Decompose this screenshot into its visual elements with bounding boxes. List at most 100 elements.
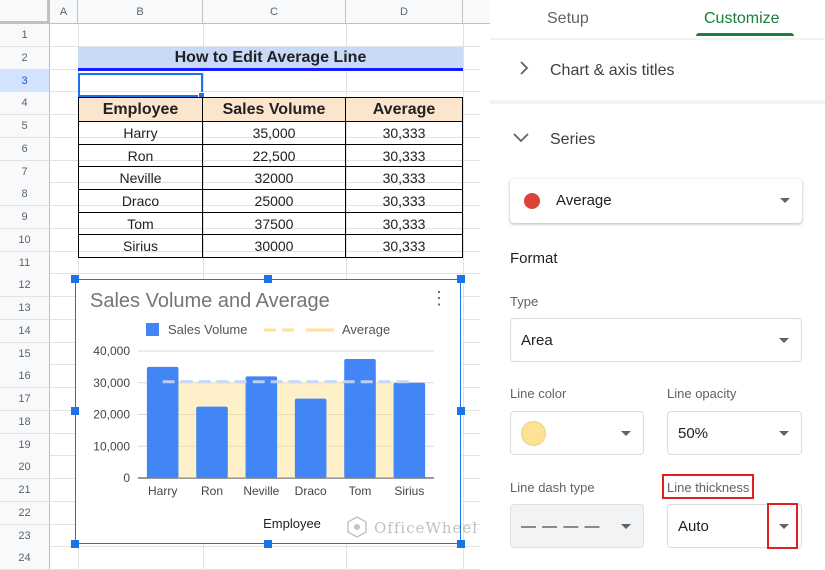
cell-average[interactable]: 30,333 bbox=[345, 143, 463, 168]
resize-handle[interactable] bbox=[457, 407, 465, 415]
cell-sales[interactable]: 30000 bbox=[202, 234, 346, 259]
series-color-dot bbox=[524, 193, 540, 209]
row-header-23[interactable]: 23 bbox=[0, 524, 50, 548]
resize-handle[interactable] bbox=[71, 540, 79, 548]
cell-employee[interactable]: Neville bbox=[78, 166, 203, 191]
cell-employee[interactable]: Harry bbox=[78, 121, 203, 145]
column-header-a[interactable]: A bbox=[50, 0, 78, 24]
table-row: Harry 35,000 30,333 bbox=[78, 121, 463, 145]
row-header-1[interactable]: 1 bbox=[0, 24, 50, 47]
header-average[interactable]: Average bbox=[345, 97, 463, 122]
line-thickness-select[interactable]: Auto bbox=[667, 504, 802, 548]
series-heading: Series bbox=[550, 131, 596, 148]
row-header-18[interactable]: 18 bbox=[0, 410, 50, 434]
officewheel-logo-icon bbox=[347, 516, 367, 538]
column-header-b[interactable]: B bbox=[78, 0, 203, 24]
column-header-e[interactable] bbox=[463, 0, 490, 24]
row-header-13[interactable]: 13 bbox=[0, 297, 50, 320]
row-header-2[interactable]: 2 bbox=[0, 46, 50, 70]
watermark-text: OfficeWheel bbox=[374, 519, 479, 537]
row-header-24[interactable]: 24 bbox=[0, 547, 50, 570]
cell-average[interactable]: 30,333 bbox=[345, 189, 463, 213]
row-header-4[interactable]: 4 bbox=[0, 92, 50, 116]
row-header-8[interactable]: 8 bbox=[0, 183, 50, 207]
sheet-corner[interactable] bbox=[0, 0, 50, 24]
cell-sales[interactable]: 22,500 bbox=[202, 143, 346, 168]
line-dash-select[interactable]: — — — — bbox=[510, 504, 644, 548]
cell-sales[interactable]: 32000 bbox=[202, 166, 346, 191]
row-header-6[interactable]: 6 bbox=[0, 137, 50, 161]
cell-average[interactable]: 30,333 bbox=[345, 211, 463, 236]
cell-average[interactable]: 30,333 bbox=[345, 234, 463, 259]
row-header-12[interactable]: 12 bbox=[0, 274, 50, 298]
chevron-down-icon[interactable] bbox=[512, 131, 530, 149]
format-heading: Format bbox=[510, 250, 558, 267]
bar bbox=[196, 406, 228, 478]
y-tick-label: 0 bbox=[123, 471, 130, 485]
chart-menu-icon[interactable]: ⋮ bbox=[430, 288, 448, 308]
resize-handle[interactable] bbox=[264, 275, 272, 283]
line-dash-label: Line dash type bbox=[510, 480, 595, 495]
header-sales-volume[interactable]: Sales Volume bbox=[202, 97, 346, 122]
column-header-d[interactable]: D bbox=[346, 0, 463, 24]
highlight-box bbox=[662, 474, 754, 499]
row-header-19[interactable]: 19 bbox=[0, 433, 50, 457]
table-row: Draco 25000 30,333 bbox=[78, 189, 463, 213]
column-header-c[interactable]: C bbox=[203, 0, 346, 24]
resize-handle[interactable] bbox=[457, 275, 465, 283]
resize-handle[interactable] bbox=[71, 275, 79, 283]
dropdown-caret-icon[interactable] bbox=[779, 524, 789, 529]
tab-setup[interactable]: Setup bbox=[547, 10, 589, 27]
row-header-16[interactable]: 16 bbox=[0, 365, 50, 389]
resize-handle[interactable] bbox=[71, 407, 79, 415]
cell-average[interactable]: 30,333 bbox=[345, 121, 463, 145]
row-header-14[interactable]: 14 bbox=[0, 319, 50, 343]
row-header-11[interactable]: 11 bbox=[0, 251, 50, 275]
bar bbox=[245, 376, 278, 478]
accordion-chart-axis-titles[interactable]: Chart & axis titles bbox=[490, 40, 825, 100]
cell-sales[interactable]: 25000 bbox=[202, 189, 346, 213]
table-row: Tom 37500 30,333 bbox=[78, 211, 463, 236]
type-select[interactable]: Area bbox=[510, 318, 802, 362]
row-header-15[interactable]: 15 bbox=[0, 342, 50, 366]
type-value: Area bbox=[521, 332, 553, 349]
resize-handle[interactable] bbox=[457, 540, 465, 548]
cell-employee[interactable]: Sirius bbox=[78, 234, 203, 259]
row-header-5[interactable]: 5 bbox=[0, 115, 50, 138]
line-opacity-label: Line opacity bbox=[667, 386, 737, 401]
cell-average[interactable]: 30,333 bbox=[345, 166, 463, 191]
embedded-chart[interactable]: Sales Volume and Average ⋮ 0 10,000 20,000… bbox=[71, 275, 465, 548]
chart-title: Sales Volume and Average bbox=[90, 290, 330, 312]
cell-sales[interactable]: 37500 bbox=[202, 211, 346, 236]
chevron-right-icon bbox=[518, 60, 530, 81]
grid-line bbox=[50, 45, 480, 47]
resize-handle[interactable] bbox=[264, 540, 272, 548]
cell-employee[interactable]: Draco bbox=[78, 189, 203, 213]
sheet-title-cell[interactable]: How to Edit Average Line bbox=[78, 47, 463, 71]
cell-sales[interactable]: 35,000 bbox=[202, 121, 346, 145]
cell-employee[interactable]: Tom bbox=[78, 211, 203, 236]
grid-line bbox=[463, 24, 464, 570]
table-row: Neville 32000 30,333 bbox=[78, 166, 463, 191]
series-select[interactable]: Average bbox=[510, 179, 802, 223]
line-color-select[interactable] bbox=[510, 411, 644, 455]
y-tick-label: 30,000 bbox=[93, 376, 130, 390]
row-header-21[interactable]: 21 bbox=[0, 479, 50, 502]
row-header-10[interactable]: 10 bbox=[0, 228, 50, 252]
line-opacity-select[interactable]: 50% bbox=[667, 411, 802, 455]
header-employee[interactable]: Employee bbox=[78, 97, 203, 122]
row-header-22[interactable]: 22 bbox=[0, 501, 50, 525]
row-header-3[interactable]: 3 bbox=[0, 69, 50, 93]
row-header-20[interactable]: 20 bbox=[0, 456, 50, 480]
series-section: Series Average Format Type Area Line col… bbox=[490, 104, 825, 570]
row-header-7[interactable]: 7 bbox=[0, 160, 50, 184]
x-tick-label: Draco bbox=[295, 484, 327, 498]
legend-label-average: Average bbox=[342, 322, 390, 337]
row-header-17[interactable]: 17 bbox=[0, 388, 50, 411]
active-cell[interactable] bbox=[78, 73, 203, 97]
bar bbox=[344, 358, 376, 478]
row-header-9[interactable]: 9 bbox=[0, 206, 50, 229]
cell-employee[interactable]: Ron bbox=[78, 143, 203, 168]
highlight-box-caret bbox=[767, 503, 798, 549]
tab-customize[interactable]: Customize bbox=[704, 10, 780, 27]
